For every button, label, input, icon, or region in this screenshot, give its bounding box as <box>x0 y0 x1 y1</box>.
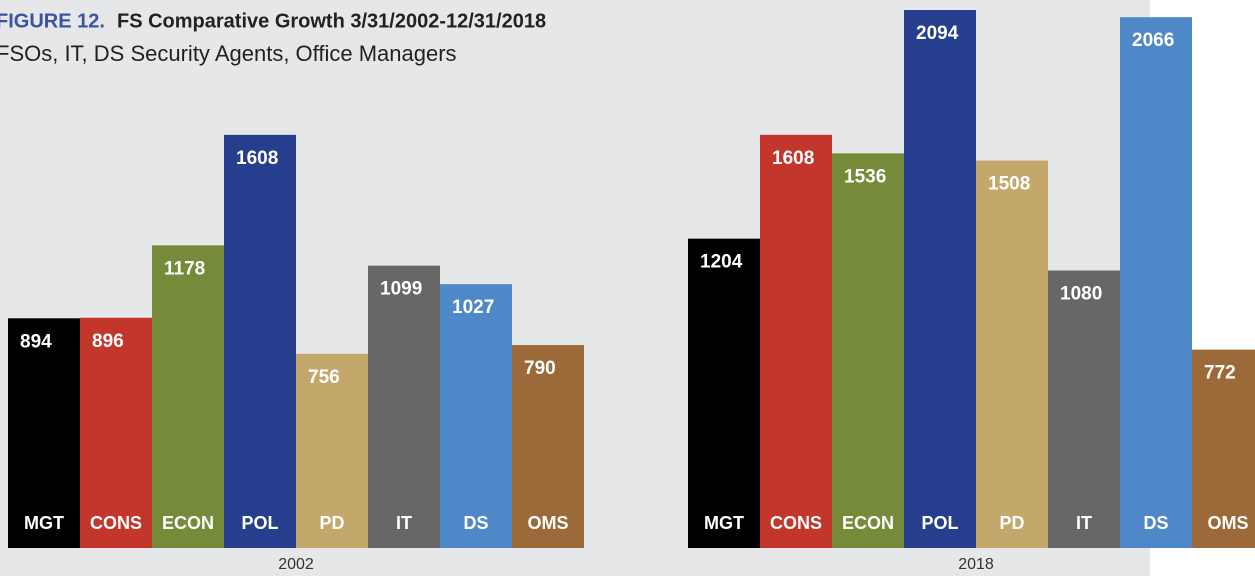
chart-title: FS Comparative Growth 3/31/2002-12/31/20… <box>117 10 546 32</box>
series-label: IT <box>1076 513 1092 533</box>
bar <box>512 345 584 548</box>
value-label: 756 <box>308 367 340 388</box>
series-label: MGT <box>24 513 64 533</box>
series-label: IT <box>396 513 412 533</box>
bar <box>152 245 224 548</box>
value-label: 1080 <box>1060 284 1102 305</box>
value-label: 1608 <box>772 148 814 169</box>
bar <box>904 10 976 548</box>
value-label: 894 <box>20 331 52 352</box>
series-label: CONS <box>770 513 822 533</box>
value-label: 896 <box>92 331 124 352</box>
value-label: 1608 <box>236 148 278 169</box>
value-label: 1099 <box>380 279 422 300</box>
bar <box>80 317 152 548</box>
value-label: 790 <box>524 358 556 379</box>
series-label: ECON <box>842 513 894 533</box>
bar <box>1120 17 1192 548</box>
value-label: 1178 <box>164 258 205 279</box>
series-label: POL <box>241 513 278 533</box>
bar <box>8 318 80 548</box>
bar <box>440 284 512 548</box>
value-label: 1536 <box>844 166 886 187</box>
value-label: 2094 <box>916 23 959 44</box>
bar <box>976 160 1048 548</box>
value-label: 2066 <box>1132 30 1174 51</box>
value-label: 1027 <box>452 297 494 318</box>
value-label: 772 <box>1204 363 1236 384</box>
bar <box>296 353 368 548</box>
group-label: 2018 <box>958 556 994 573</box>
figure-label: FIGURE 12. <box>0 10 105 32</box>
chart-subtitle: FSOs, IT, DS Security Agents, Office Man… <box>0 41 457 66</box>
series-label: OMS <box>1207 513 1248 533</box>
series-label: PD <box>319 513 344 533</box>
group-label: 2002 <box>278 556 314 573</box>
series-label: MGT <box>704 513 744 533</box>
series-label: ECON <box>162 513 214 533</box>
bar <box>760 134 832 548</box>
bar <box>368 265 440 548</box>
series-label: POL <box>921 513 958 533</box>
bar <box>1048 270 1120 548</box>
bar <box>832 153 904 548</box>
series-label: CONS <box>90 513 142 533</box>
value-label: 1508 <box>988 174 1030 195</box>
series-label: PD <box>999 513 1024 533</box>
bar <box>688 238 760 548</box>
series-label: DS <box>1143 513 1168 533</box>
series-label: OMS <box>527 513 568 533</box>
series-label: DS <box>463 513 488 533</box>
bar <box>1192 349 1255 548</box>
bar <box>224 134 296 548</box>
value-label: 1204 <box>700 252 743 273</box>
